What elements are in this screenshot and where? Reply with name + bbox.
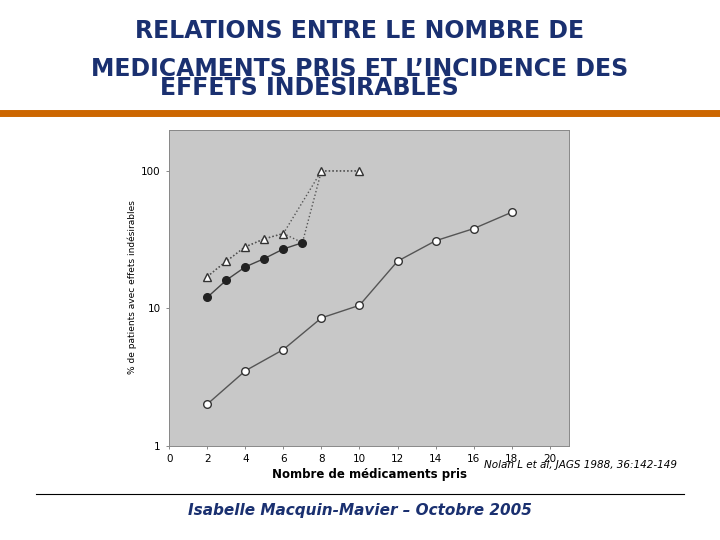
Y-axis label: % de patients avec effets indésirables: % de patients avec effets indésirables — [127, 201, 137, 374]
Text: Nolan L et al, JAGS 1988, 36:142-149: Nolan L et al, JAGS 1988, 36:142-149 — [484, 460, 677, 470]
Text: MEDICAMENTS PRIS ET L’INCIDENCE DES: MEDICAMENTS PRIS ET L’INCIDENCE DES — [91, 57, 629, 80]
Text: RELATIONS ENTRE LE NOMBRE DE: RELATIONS ENTRE LE NOMBRE DE — [135, 19, 585, 43]
Text: EFFETS INDESIRABLES: EFFETS INDESIRABLES — [161, 76, 459, 100]
Text: Isabelle Macquin-Mavier – Octobre 2005: Isabelle Macquin-Mavier – Octobre 2005 — [188, 503, 532, 518]
X-axis label: Nombre de médicaments pris: Nombre de médicaments pris — [271, 468, 467, 481]
